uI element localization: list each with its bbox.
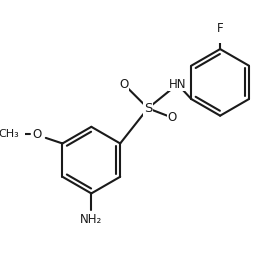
Text: O: O [167, 111, 177, 124]
Text: CH₃: CH₃ [0, 129, 19, 139]
Text: S: S [144, 102, 152, 115]
Text: O: O [32, 128, 41, 141]
Text: NH₂: NH₂ [80, 213, 102, 226]
Text: HN: HN [169, 78, 186, 91]
Text: O: O [119, 78, 128, 91]
Text: F: F [217, 22, 223, 35]
